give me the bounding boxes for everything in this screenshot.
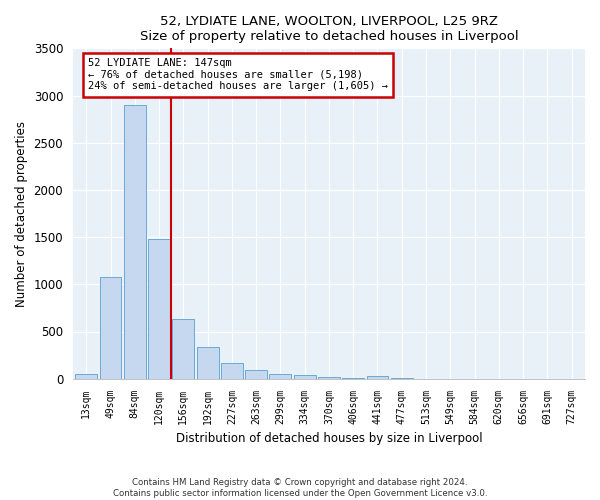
Bar <box>76 374 97 378</box>
Title: 52, LYDIATE LANE, WOOLTON, LIVERPOOL, L25 9RZ
Size of property relative to detac: 52, LYDIATE LANE, WOOLTON, LIVERPOOL, L2… <box>140 15 518 43</box>
Bar <box>367 376 388 378</box>
Bar <box>318 377 340 378</box>
Text: Contains HM Land Registry data © Crown copyright and database right 2024.
Contai: Contains HM Land Registry data © Crown c… <box>113 478 487 498</box>
Bar <box>124 105 146 378</box>
Bar <box>148 239 170 378</box>
Bar <box>172 319 194 378</box>
Bar <box>197 346 218 378</box>
Bar <box>294 375 316 378</box>
Text: 52 LYDIATE LANE: 147sqm
← 76% of detached houses are smaller (5,198)
24% of semi: 52 LYDIATE LANE: 147sqm ← 76% of detache… <box>88 58 388 92</box>
Bar <box>221 362 243 378</box>
Bar <box>100 277 121 378</box>
Bar <box>245 370 267 378</box>
Y-axis label: Number of detached properties: Number of detached properties <box>15 120 28 306</box>
Bar <box>269 374 292 378</box>
X-axis label: Distribution of detached houses by size in Liverpool: Distribution of detached houses by size … <box>176 432 482 445</box>
